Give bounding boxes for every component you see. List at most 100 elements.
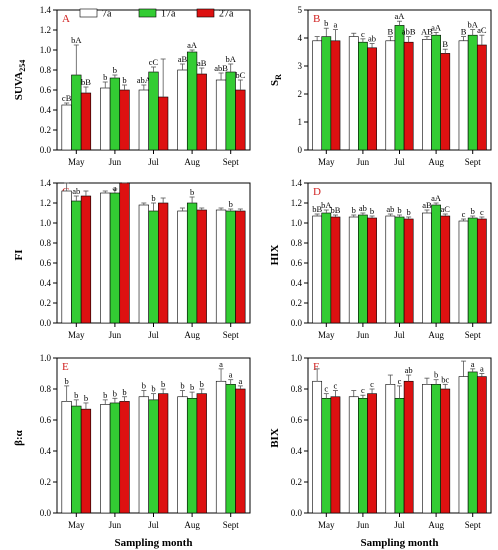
significance-label: b xyxy=(122,387,126,397)
significance-label: b xyxy=(434,370,438,380)
bar-17a-may xyxy=(321,36,332,151)
significance-label: c xyxy=(361,385,365,395)
legend-label-27a: 27a xyxy=(219,9,234,20)
x-axis-label: Sampling month xyxy=(115,537,193,549)
significance-label: bc xyxy=(441,374,449,384)
y-tick-label: 0.4 xyxy=(291,446,303,456)
bar-27a-jul xyxy=(403,218,414,324)
y-tick-label: 0.4 xyxy=(40,446,52,456)
x-tick-label: May xyxy=(318,520,335,530)
bar-7a-aug xyxy=(422,39,432,151)
y-tick-label: 1.2 xyxy=(40,198,51,208)
x-tick-label: Aug xyxy=(428,330,444,340)
bar-27a-sept xyxy=(235,388,246,514)
bar-27a-sept xyxy=(235,210,246,324)
significance-label: aA xyxy=(395,11,406,21)
bar-7a-aug xyxy=(422,384,432,514)
significance-label: b xyxy=(190,382,194,392)
bar-17a-jun xyxy=(109,192,121,324)
y-tick-label: 0.8 xyxy=(291,238,303,248)
significance-label: cB xyxy=(62,93,72,103)
significance-label: b xyxy=(74,390,78,400)
bar-17a-aug xyxy=(431,384,441,514)
x-tick-label: Jul xyxy=(148,330,159,340)
x-tick-label: Sept xyxy=(223,330,240,340)
bar-27a-jul xyxy=(158,96,169,151)
significance-label: aB xyxy=(197,58,207,68)
bar-7a-jun xyxy=(100,192,111,324)
significance-label: aC xyxy=(477,25,487,35)
x-tick-label: Sept xyxy=(223,520,240,530)
bar-17a-jul xyxy=(148,399,159,514)
significance-label: B xyxy=(388,27,394,37)
y-tick-label: 2 xyxy=(298,89,303,99)
bar-7a-aug xyxy=(177,69,188,151)
x-tick-label: Jul xyxy=(394,330,405,340)
y-tick-label: 0 xyxy=(298,145,303,155)
bar-7a-sept xyxy=(458,40,469,151)
y-tick-label: 5 xyxy=(298,5,303,15)
bar-27a-jun xyxy=(119,401,130,514)
bar-27a-jun xyxy=(119,182,130,324)
significance-label: ab xyxy=(405,365,413,375)
significance-label: B xyxy=(442,39,448,49)
significance-label: b xyxy=(407,207,411,217)
significance-label: c xyxy=(324,384,328,394)
x-tick-label: Aug xyxy=(428,157,444,167)
bar-27a-jul xyxy=(158,393,169,514)
bar-27a-sept xyxy=(476,44,487,151)
x-tick-label: Aug xyxy=(184,520,200,530)
bar-17a-aug xyxy=(186,202,198,324)
bar-27a-jun xyxy=(119,89,130,151)
y-tick-label: 0.2 xyxy=(291,477,302,487)
significance-label: cC xyxy=(149,57,159,67)
significance-label: ab xyxy=(386,204,394,214)
x-tick-label: Jun xyxy=(357,157,370,167)
y-axis-label-subscript: 254 xyxy=(18,60,27,72)
bar-17a-jun xyxy=(358,397,368,514)
bar-7a-jul xyxy=(385,40,396,151)
legend-label-7a: 7a xyxy=(102,9,112,20)
y-tick-label: 0.6 xyxy=(291,258,303,268)
significance-label: b xyxy=(103,72,107,82)
y-axis-label: HIX xyxy=(269,245,281,266)
legend-swatch-17a xyxy=(138,8,157,18)
significance-label: ab xyxy=(359,203,367,213)
x-tick-label: Jul xyxy=(394,520,405,530)
y-tick-label: 0.0 xyxy=(40,508,52,518)
bar-27a-sept xyxy=(476,218,487,324)
bar-7a-may xyxy=(312,215,323,324)
bar-27a-aug xyxy=(440,53,451,151)
y-tick-label: 1.0 xyxy=(291,218,303,228)
y-tick-label: 0.4 xyxy=(291,278,303,288)
bar-7a-sept xyxy=(215,380,227,514)
significance-label: b xyxy=(190,187,194,197)
bar-27a-aug xyxy=(196,393,207,514)
significance-label: b xyxy=(229,199,233,209)
bar-27a-jun xyxy=(367,393,377,514)
significance-label: b xyxy=(161,379,165,389)
panel-label: D xyxy=(313,186,321,198)
y-tick-label: 1 xyxy=(298,117,303,127)
y-tick-label: 0.8 xyxy=(40,65,52,75)
bar-17a-sept xyxy=(467,371,478,514)
y-tick-label: 0.8 xyxy=(291,384,303,394)
y-tick-label: 1.4 xyxy=(40,5,52,15)
significance-label: b xyxy=(180,381,184,391)
significance-label: b xyxy=(84,393,88,403)
x-tick-label: Aug xyxy=(428,520,444,530)
y-axis-label: SUVA254 xyxy=(13,60,27,101)
significance-label: bA xyxy=(71,35,82,45)
x-axis-label: Sampling month xyxy=(361,537,439,549)
bar-27a-may xyxy=(330,216,341,324)
significance-label: bA xyxy=(468,20,479,30)
bar-27a-may xyxy=(80,408,92,514)
significance-label: c xyxy=(480,207,484,217)
bar-7a-sept xyxy=(215,209,227,324)
significance-label: b xyxy=(471,206,475,216)
bar-7a-jul xyxy=(138,396,149,514)
significance-label: a xyxy=(238,376,242,386)
